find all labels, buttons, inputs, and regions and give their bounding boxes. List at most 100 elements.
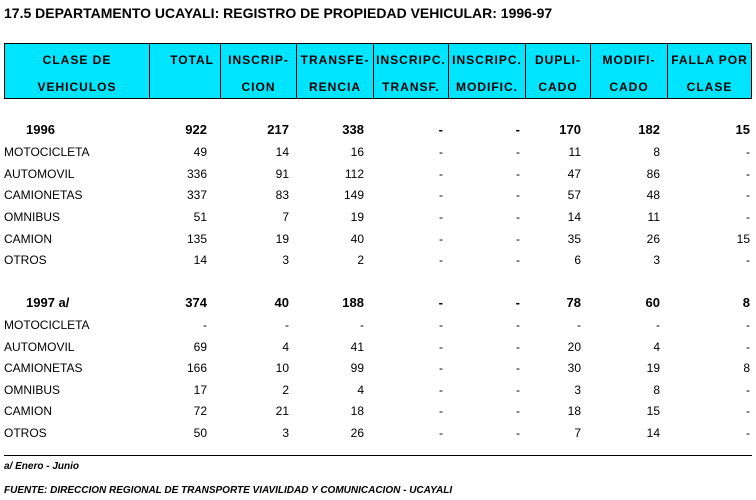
table-cell: - <box>516 426 520 440</box>
table-row: AUTOMOVIL 336 91 112 - - 47 86 - <box>0 167 756 187</box>
table-cell: 11 <box>568 145 581 159</box>
table-cell: - <box>516 232 520 246</box>
table-row: OTROS 14 3 2 - - 6 3 - <box>0 253 756 273</box>
column-header: FALLA POR CLASE <box>668 44 751 98</box>
table-row: MOTOCICLETA 49 14 16 - - 11 8 - <box>0 145 756 165</box>
table-cell: 8 <box>743 361 750 375</box>
table-cell: - <box>439 318 443 332</box>
table-cell: 336 <box>186 167 207 181</box>
table-cell: - <box>746 340 750 354</box>
table-cell: 86 <box>646 167 660 181</box>
table-cell: - <box>656 318 660 332</box>
table-cell: 41 <box>350 340 364 354</box>
row-label: AUTOMOVIL <box>4 340 75 354</box>
table-cell: 69 <box>193 340 207 354</box>
table-row: MOTOCICLETA - - - - - - - - <box>0 318 756 338</box>
column-header-line2: VEHICULOS <box>37 80 117 94</box>
column-header-line1: CLASE DE <box>42 53 112 67</box>
table-cell: 166 <box>186 361 207 375</box>
table-cell: 170 <box>559 122 581 137</box>
table-cell: 19 <box>350 210 364 224</box>
table-cell: 20 <box>567 340 581 354</box>
table-cell: 3 <box>282 426 289 440</box>
year-total-row: 1996 922 217 338 - - 170 182 15 <box>0 122 756 142</box>
table-cell: 15 <box>735 122 750 137</box>
table-cell: 14 <box>193 253 207 267</box>
column-header-line1: DUPLI- <box>535 53 581 67</box>
table-cell: 182 <box>638 122 660 137</box>
table-cell: - <box>285 318 289 332</box>
table-cell: 40 <box>350 232 364 246</box>
table-cell: 14 <box>567 210 581 224</box>
table-row: OMNIBUS 17 2 4 - - 3 8 - <box>0 383 756 403</box>
table-cell: - <box>746 383 750 397</box>
table-cell: - <box>439 404 443 418</box>
table-cell: - <box>516 167 520 181</box>
table-cell: 7 <box>282 210 289 224</box>
table-cell: 17 <box>193 383 207 397</box>
table-cell: - <box>438 295 443 310</box>
table-cell: 7 <box>574 426 581 440</box>
table-cell: 15 <box>736 232 750 246</box>
table-cell: 135 <box>186 232 207 246</box>
row-label: AUTOMOVIL <box>4 167 75 181</box>
table-cell: - <box>746 426 750 440</box>
table-cell: 47 <box>567 167 581 181</box>
column-header: MODIFI- CADO <box>591 44 668 98</box>
table-cell: - <box>746 188 750 202</box>
table-cell: 19 <box>646 361 660 375</box>
table-cell: - <box>516 210 520 224</box>
year-total-row: 1997 a/374 40 188 - - 78 60 8 <box>0 295 756 315</box>
table-cell: - <box>515 295 520 310</box>
row-label: OTROS <box>4 426 47 440</box>
table-cell: - <box>746 253 750 267</box>
table-row: CAMIONETAS 166 10 99 - - 30 19 8 <box>0 361 756 381</box>
table-cell: - <box>438 122 443 137</box>
table-cell: 4 <box>653 340 660 354</box>
table-cell: - <box>516 145 520 159</box>
table-cell: 18 <box>567 404 581 418</box>
column-header: DUPLI- CADO <box>526 44 591 98</box>
table-cell: - <box>746 167 750 181</box>
column-header-line1: FALLA POR <box>671 53 748 67</box>
table-cell: - <box>516 404 520 418</box>
table-cell: 922 <box>185 122 207 137</box>
footnote: a/ Enero - Junio <box>4 461 80 472</box>
table-cell: - <box>577 318 581 332</box>
table-cell: - <box>439 383 443 397</box>
row-label: CAMIONETAS <box>4 361 83 375</box>
table-cell: - <box>439 232 443 246</box>
table-cell: 49 <box>193 145 207 159</box>
table-cell: 112 <box>344 167 364 181</box>
table-cell: 217 <box>267 122 289 137</box>
table-cell: 8 <box>653 383 660 397</box>
row-label: MOTOCICLETA <box>4 318 90 332</box>
table-cell: 337 <box>186 188 207 202</box>
table-cell: 21 <box>275 404 289 418</box>
table-cell: - <box>516 383 520 397</box>
table-cell: 4 <box>357 383 364 397</box>
table-cell: - <box>516 188 520 202</box>
table-cell: - <box>746 318 750 332</box>
table-cell: - <box>439 210 443 224</box>
row-label: CAMION <box>4 404 52 418</box>
row-label: OTROS <box>4 253 47 267</box>
table-header: CLASE DE VEHICULOS TOTAL INSCRIP- CION TRANSF… <box>4 43 752 99</box>
footer-divider <box>4 455 752 456</box>
table-cell: - <box>439 253 443 267</box>
table-cell: 188 <box>342 295 364 310</box>
table-cell: 2 <box>282 383 289 397</box>
table-cell: - <box>516 340 520 354</box>
column-header-line1: INSCRIPC. <box>452 53 522 67</box>
column-header-line1: TOTAL <box>170 53 214 67</box>
table-cell: 14 <box>646 426 660 440</box>
column-header: TOTAL <box>150 44 221 98</box>
column-header-line2: RENCIA <box>308 80 361 94</box>
table-cell: 374 <box>185 295 207 310</box>
column-header-line2: CADO <box>609 80 649 94</box>
table-cell: - <box>515 122 520 137</box>
column-header-line2: TRANSF. <box>382 80 440 94</box>
table-cell: 16 <box>350 145 364 159</box>
table-cell: 30 <box>567 361 581 375</box>
table-cell: 60 <box>645 295 660 310</box>
